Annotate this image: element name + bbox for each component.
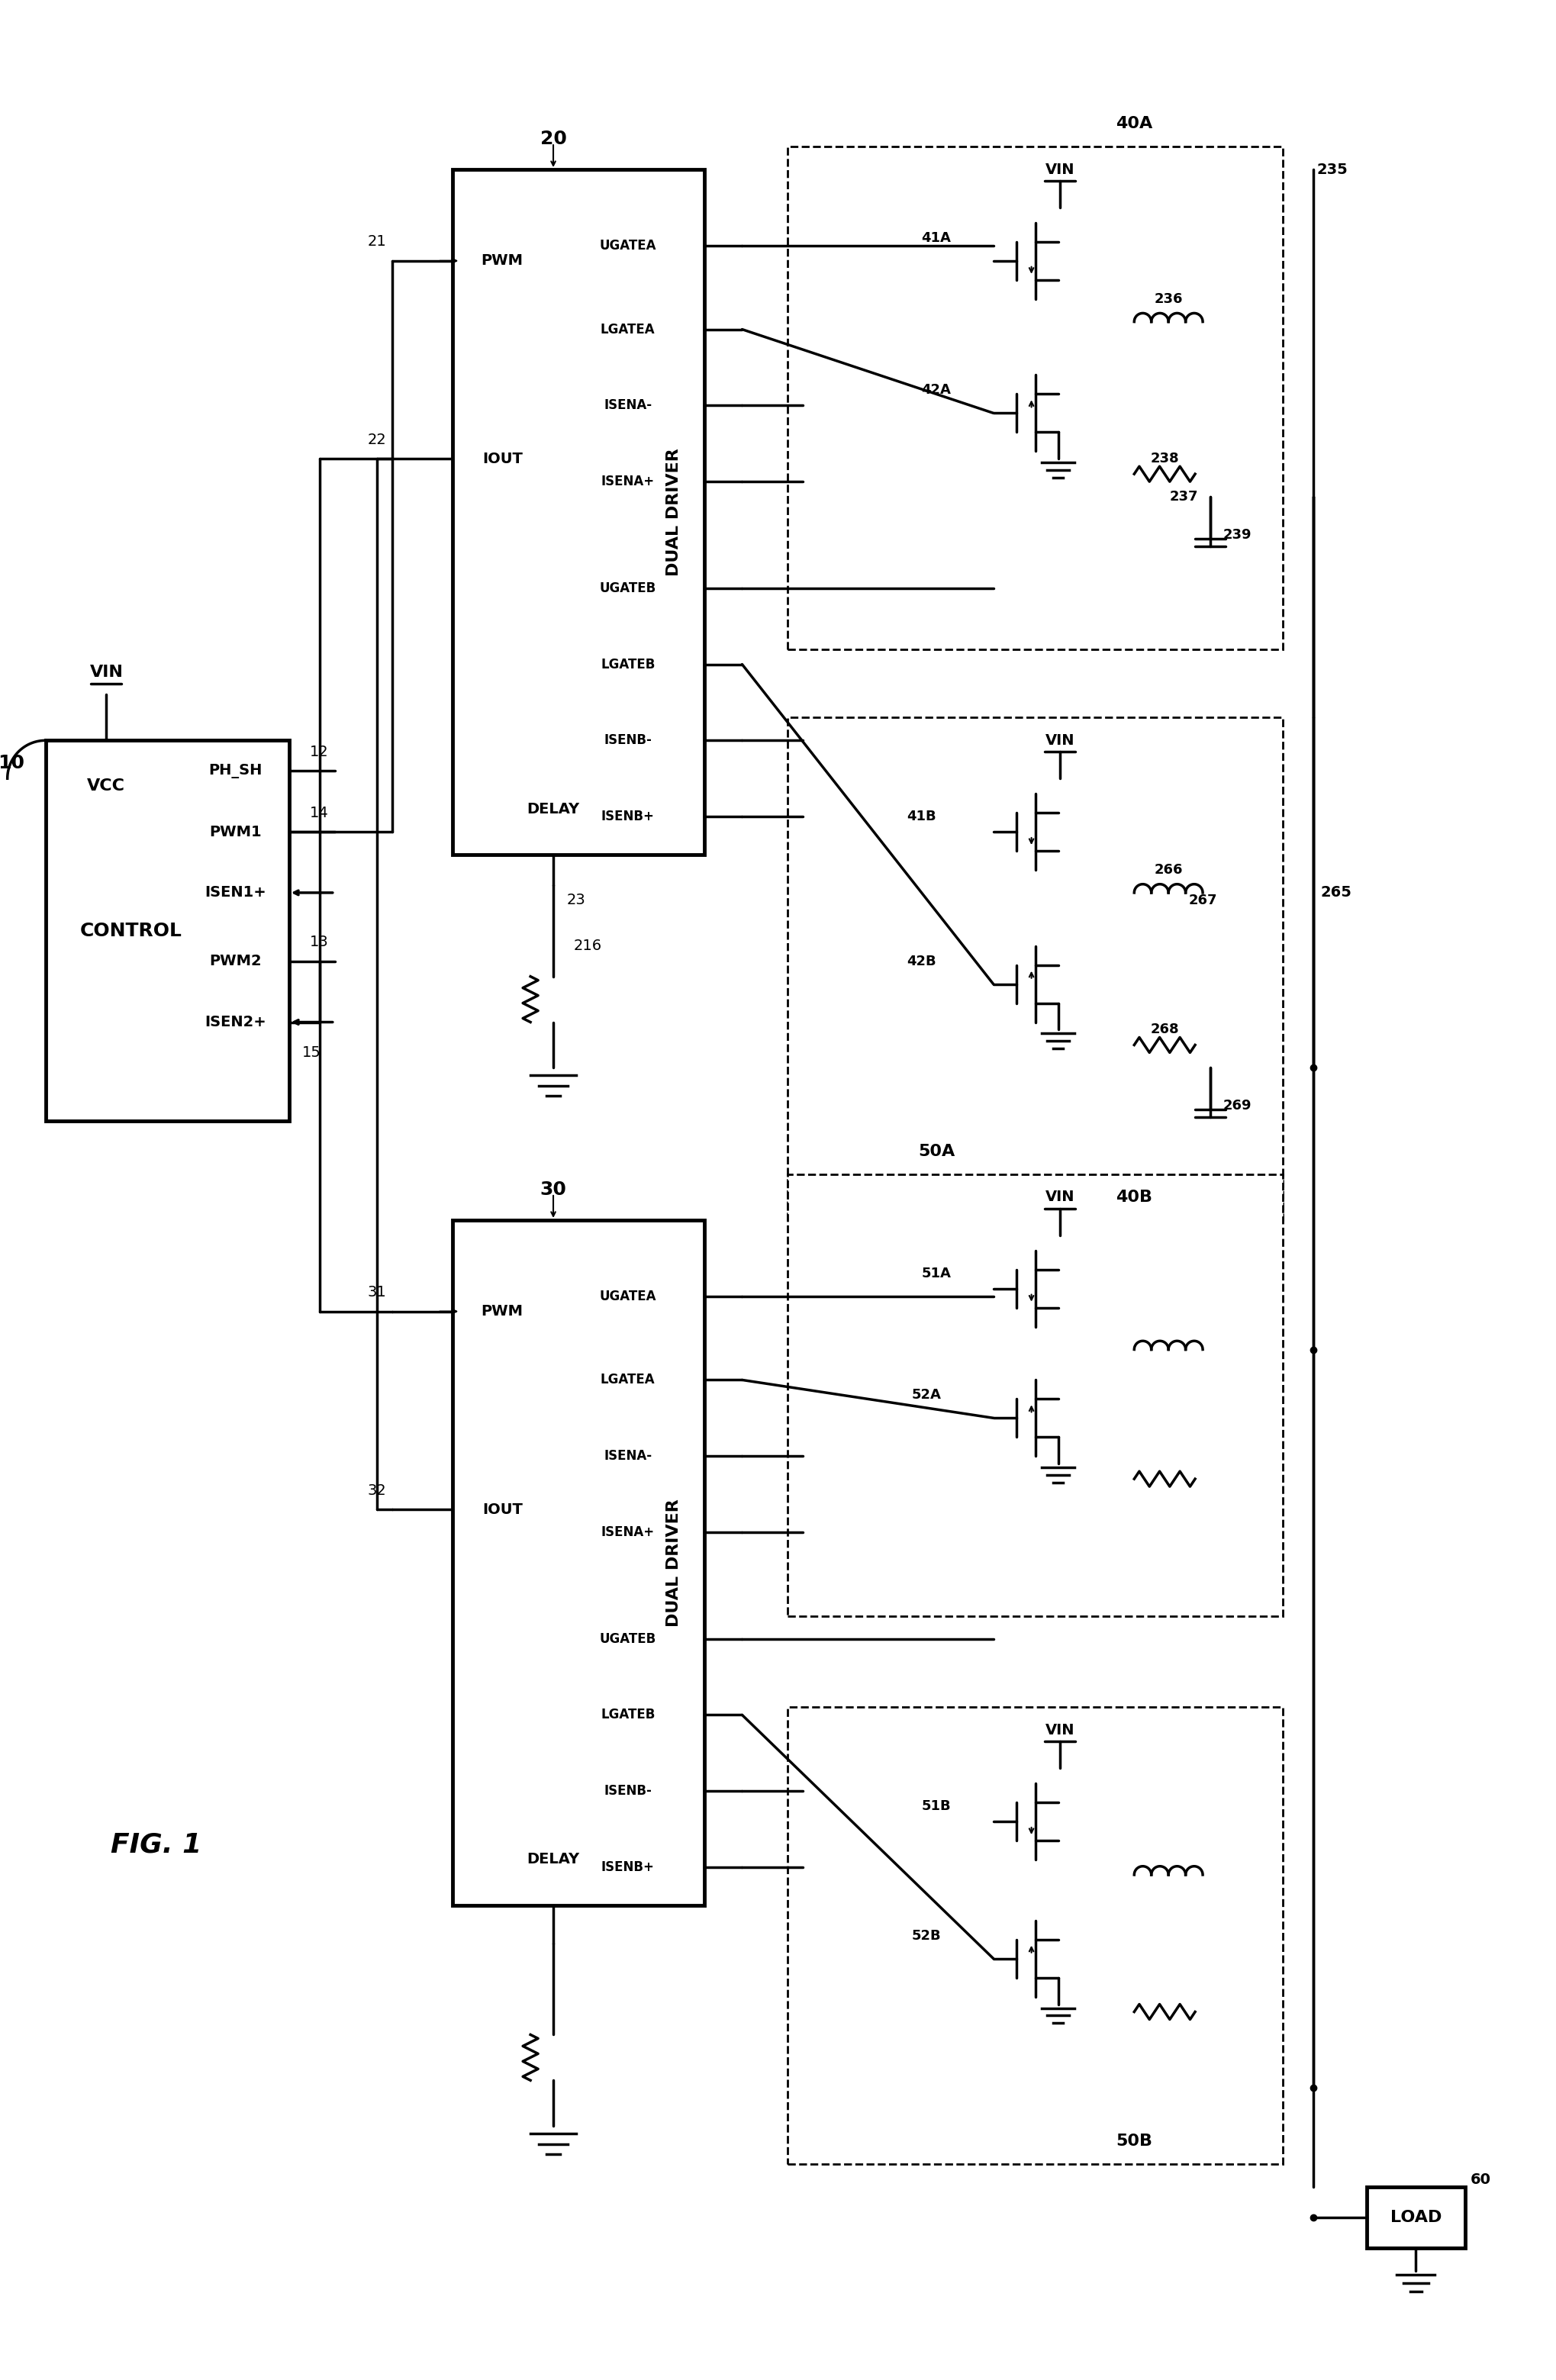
Text: 60: 60 [1469,2173,1491,2187]
Text: 15: 15 [302,1045,321,1059]
Text: PH_SH: PH_SH [209,764,263,778]
Text: VCC: VCC [87,778,126,795]
Text: ISENA+: ISENA+ [601,1526,655,1540]
Text: 52A: 52A [912,1388,941,1402]
Text: 22: 22 [367,433,386,447]
Text: 51A: 51A [921,1266,951,1280]
Text: 267: 267 [1187,892,1217,907]
Text: FIG. 1: FIG. 1 [110,1830,201,1856]
Text: 269: 269 [1221,1100,1251,1114]
Text: 23: 23 [566,892,585,907]
Text: LGATEA: LGATEA [601,321,655,336]
Text: LGATEB: LGATEB [601,657,655,671]
Text: LGATEB: LGATEB [601,1709,655,1721]
Text: 235: 235 [1316,162,1347,176]
Bar [787,719,1282,1221]
Text: ISEN2+: ISEN2+ [204,1014,266,1031]
Text: 216: 216 [573,938,602,954]
Text: PWM1: PWM1 [209,823,261,840]
Bar [787,148,1282,650]
Bar [787,1173,1282,1616]
Bar [1366,2187,1464,2247]
Text: VIN: VIN [1044,162,1074,176]
Text: LGATEA: LGATEA [601,1373,655,1388]
Text: 52B: 52B [912,1928,941,1942]
Text: IOUT: IOUT [482,1502,523,1516]
Text: 236: 236 [1153,293,1183,305]
Text: UGATEB: UGATEB [599,581,657,595]
Text: VIN: VIN [1044,733,1074,747]
Text: 10: 10 [0,754,25,774]
Text: IOUT: IOUT [482,452,523,466]
Text: 32: 32 [367,1483,386,1497]
Text: DELAY: DELAY [526,1852,579,1866]
Text: ISENB-: ISENB- [604,733,652,747]
Text: CONTROL: CONTROL [79,921,182,940]
Text: ISENB+: ISENB+ [601,1861,654,1873]
Text: 238: 238 [1150,452,1178,466]
Text: PWM2: PWM2 [209,954,261,969]
Text: 40B: 40B [1116,1190,1151,1204]
Text: PWM: PWM [481,1304,523,1319]
Bar [45,740,289,1121]
Text: DUAL DRIVER: DUAL DRIVER [666,1499,682,1626]
Text: LOAD: LOAD [1390,2209,1441,2225]
Text: 268: 268 [1150,1023,1178,1038]
Bar [453,1221,703,1906]
Text: 31: 31 [367,1285,386,1299]
Text: 41B: 41B [906,809,935,823]
Text: ISENB-: ISENB- [604,1785,652,1797]
Text: 40A: 40A [1116,117,1151,131]
Text: 51B: 51B [921,1799,951,1814]
Text: UGATEA: UGATEA [599,238,657,252]
Text: ISENA-: ISENA- [604,397,652,412]
Text: 237: 237 [1169,490,1198,505]
Text: 13: 13 [310,935,328,950]
Text: 266: 266 [1153,864,1183,876]
Text: 21: 21 [367,236,386,250]
Text: VIN: VIN [1044,1190,1074,1204]
Bar [787,1706,1282,2163]
Text: ISENA+: ISENA+ [601,474,655,488]
Text: 239: 239 [1221,528,1251,543]
Text: DELAY: DELAY [526,802,579,816]
Text: PWM: PWM [481,255,523,269]
Text: ISENA-: ISENA- [604,1449,652,1464]
Text: 265: 265 [1319,885,1351,900]
Text: ISEN1+: ISEN1+ [204,885,266,900]
Text: VIN: VIN [90,664,123,681]
Text: 12: 12 [310,745,328,759]
Text: 50A: 50A [918,1145,954,1159]
Text: VIN: VIN [1044,1723,1074,1737]
Text: 14: 14 [310,804,328,821]
Text: 42A: 42A [921,383,951,397]
Text: 42B: 42B [906,954,935,969]
Text: DUAL DRIVER: DUAL DRIVER [666,447,682,576]
Text: 20: 20 [540,131,566,148]
Bar [453,169,703,854]
Text: 50B: 50B [1116,2132,1151,2149]
Text: UGATEA: UGATEA [599,1290,657,1304]
Text: 41A: 41A [921,231,951,245]
Text: 30: 30 [540,1180,566,1200]
Text: UGATEB: UGATEB [599,1633,657,1645]
Text: ISENB+: ISENB+ [601,809,654,823]
